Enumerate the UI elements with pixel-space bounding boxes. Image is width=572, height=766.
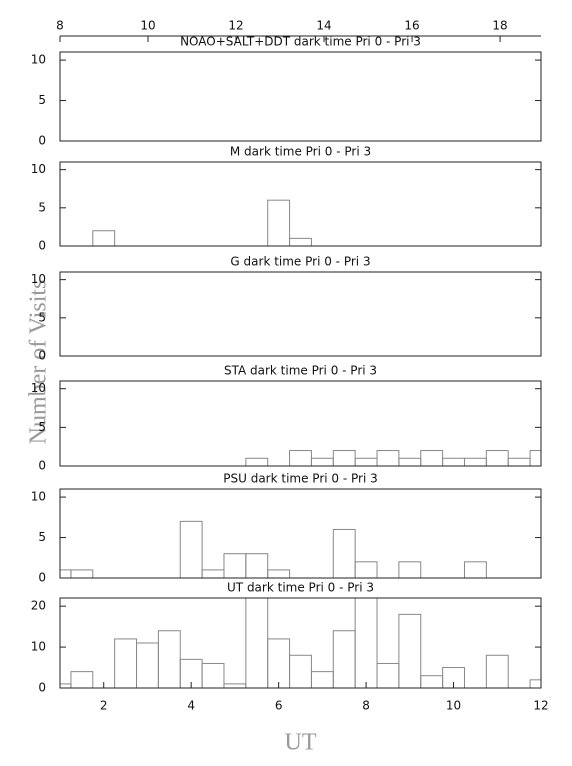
- plot-area: [92, 199, 312, 246]
- histogram-bar: [376, 662, 400, 688]
- histogram-bar: [463, 457, 487, 466]
- y-tick-label: 10: [31, 381, 46, 395]
- x2-tick-label: 18: [492, 19, 507, 33]
- histogram-bar: [201, 569, 225, 578]
- y-tick-label: 10: [31, 272, 46, 286]
- histogram-bar: [398, 561, 422, 578]
- histogram-bar: [420, 450, 444, 466]
- histogram-bar: [332, 528, 356, 578]
- histogram-bar: [179, 520, 203, 578]
- histogram-bar: [310, 457, 334, 466]
- y-tick-label: 5: [38, 420, 46, 434]
- histogram-bar: [201, 662, 225, 688]
- panel-frame: [59, 51, 542, 142]
- histogram-bar: [354, 598, 378, 688]
- x-tick-label: 10: [446, 699, 461, 713]
- x2-tick-label: 10: [140, 19, 155, 33]
- panel-title: M dark time Pri 0 - Pri 3: [230, 145, 371, 159]
- x-tick-label: 2: [100, 699, 108, 713]
- histogram-bar: [398, 613, 422, 688]
- panel-title: G dark time Pri 0 - Pri 3: [230, 255, 370, 269]
- y-tick-label: 0: [38, 239, 46, 253]
- x2-tick-label: 8: [56, 19, 64, 33]
- histogram-bar: [354, 457, 378, 466]
- histogram-bar: [267, 199, 291, 246]
- histogram-bar: [485, 654, 509, 688]
- y-tick-label: 0: [38, 571, 46, 585]
- y-tick-label: 0: [38, 134, 46, 148]
- histogram-bar: [332, 630, 356, 688]
- plot-area: [60, 520, 487, 578]
- histogram-bar: [442, 667, 465, 688]
- histogram-bar: [332, 450, 356, 466]
- panel-frame: [59, 597, 542, 689]
- panel-title: PSU dark time Pri 0 - Pri 3: [223, 472, 378, 486]
- x2-tick-label: 16: [404, 19, 419, 33]
- histogram-bar: [485, 450, 509, 466]
- y-tick-label: 0: [38, 459, 46, 473]
- y-axis-label: Number of Visits: [26, 280, 52, 445]
- histogram-bar: [354, 561, 378, 578]
- y-tick-label: 0: [38, 349, 46, 363]
- histogram-bar: [136, 642, 159, 688]
- y-tick-label: 10: [31, 490, 46, 504]
- y-tick-label: 10: [31, 162, 46, 176]
- histogram-bar: [289, 450, 312, 466]
- histogram-bar: [507, 457, 531, 466]
- histogram-bar: [223, 553, 247, 578]
- x-tick-label: 12: [533, 699, 548, 713]
- plot-area: [245, 450, 541, 466]
- histogram-bar: [442, 457, 465, 466]
- histogram-bar: [157, 630, 181, 688]
- x2-tick-label: 12: [228, 19, 243, 33]
- histogram-bar: [398, 457, 422, 466]
- x-axis-label: UT: [285, 730, 317, 756]
- histogram-bar: [310, 671, 334, 688]
- y-tick-label: 5: [38, 310, 46, 324]
- panel-frame: [59, 161, 542, 247]
- x-tick-label: 8: [362, 699, 370, 713]
- histogram-bar: [289, 237, 312, 246]
- x-tick-label: 4: [187, 699, 195, 713]
- y-tick-label: 10: [31, 53, 46, 67]
- histogram-bar: [376, 450, 400, 466]
- y-tick-label: 5: [38, 200, 46, 214]
- histogram-bar: [463, 561, 487, 578]
- histogram-bar: [267, 638, 291, 688]
- histogram-bar: [70, 569, 94, 578]
- panel-frame: [59, 380, 542, 467]
- panel-title: NOAO+SALT+DDT dark time Pri 0 - Pri 3: [180, 35, 421, 49]
- y-tick-label: 20: [31, 599, 46, 613]
- histogram-bar: [245, 598, 269, 688]
- x-tick-label: 6: [275, 699, 283, 713]
- panel-frame: [59, 488, 542, 579]
- panel-title: UT dark time Pri 0 - Pri 3: [227, 581, 374, 595]
- histogram-bar: [223, 683, 247, 688]
- y-tick-label: 5: [38, 530, 46, 544]
- panel-title: STA dark time Pri 0 - Pri 3: [224, 364, 377, 378]
- plot-area: [60, 598, 541, 688]
- y-tick-label: 0: [38, 681, 46, 695]
- histogram-bar: [289, 654, 312, 688]
- histogram-bar: [70, 671, 94, 688]
- histogram-bar: [267, 569, 291, 578]
- y-tick-label: 5: [38, 93, 46, 107]
- x2-tick-label: 14: [316, 19, 331, 33]
- histogram-bar: [245, 553, 269, 578]
- histogram-bar: [245, 457, 269, 466]
- histogram-bar: [420, 675, 444, 688]
- histogram-bar: [114, 638, 138, 688]
- y-tick-label: 10: [31, 640, 46, 654]
- histogram-bar: [92, 230, 116, 246]
- panel-frame: [59, 271, 542, 357]
